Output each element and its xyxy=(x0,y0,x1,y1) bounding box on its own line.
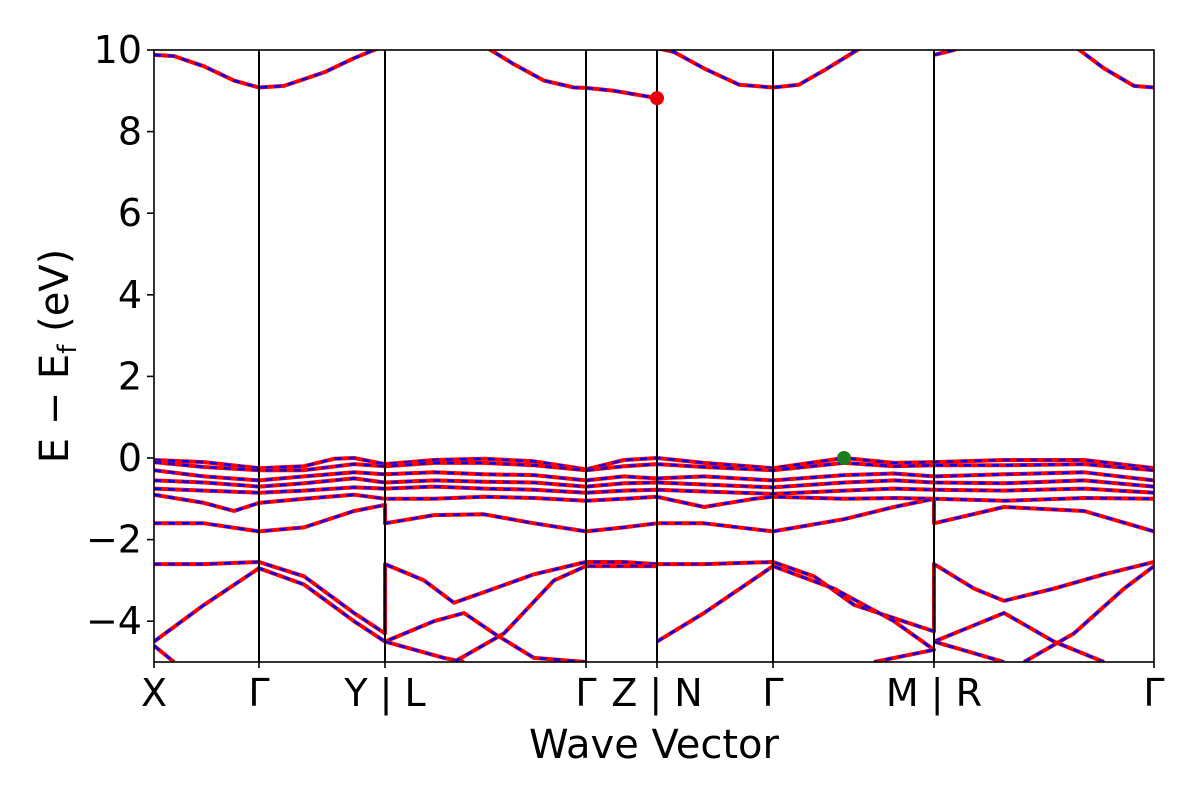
y-axis-label: E − Ef (eV) xyxy=(32,249,83,464)
x-tick-label-1: Γ xyxy=(248,671,269,715)
band-v4-overlay xyxy=(154,477,1154,489)
band-v9-overlay xyxy=(154,566,587,662)
bands-layer xyxy=(154,50,1154,662)
band-c3-overlay xyxy=(660,50,860,89)
band-c1-overlay xyxy=(154,50,378,89)
x-tick-label-3: Γ xyxy=(575,671,596,715)
band-v5-overlay xyxy=(154,485,1154,496)
x-tick-label-5: Γ xyxy=(762,671,783,715)
x-tick-label-2: Y | L xyxy=(343,671,425,716)
band-v7 xyxy=(154,496,1154,534)
y-tick-label-2: 0 xyxy=(118,436,142,480)
x-tick-label-6: M | R xyxy=(886,671,982,716)
y-tick-label-0: −4 xyxy=(86,599,142,643)
y-axis-label-subscript: f xyxy=(53,344,83,354)
y-tick-label-7: 10 xyxy=(94,28,142,72)
marker-cbm xyxy=(650,91,664,106)
band-v12 xyxy=(655,564,936,662)
band-v16-overlay xyxy=(154,644,175,662)
x-tick-label-0: X xyxy=(141,671,167,715)
band-v6-overlay xyxy=(154,493,1154,513)
band-c3 xyxy=(656,50,862,90)
y-tick-label-1: −2 xyxy=(86,518,142,562)
y-tick-label-6: 8 xyxy=(118,110,142,154)
y-tick-label-5: 6 xyxy=(118,191,142,235)
band-c4-overlay xyxy=(933,50,958,57)
band-c5-overlay xyxy=(1077,50,1154,89)
band-v8-overlay xyxy=(154,560,1154,636)
band-c2-overlay xyxy=(488,50,658,100)
markers-layer xyxy=(650,91,851,465)
band-v3-overlay xyxy=(154,468,1154,482)
marker-vbm xyxy=(837,451,851,465)
plot-frame xyxy=(153,49,1155,663)
y-tick-label-4: 4 xyxy=(118,273,142,317)
band-v10 xyxy=(384,639,465,662)
kpath-lines-layer xyxy=(258,50,935,662)
band-v11-overlay xyxy=(453,564,657,662)
band-v14-overlay xyxy=(933,640,1005,662)
x-tick-label-7: Γ xyxy=(1143,671,1164,715)
band-v13 xyxy=(933,611,1105,662)
band-v13-overlay xyxy=(933,611,1105,662)
band-v5 xyxy=(154,484,1154,496)
y-axis-label-main: E − E xyxy=(32,354,78,464)
band-c2 xyxy=(486,50,658,101)
band-v8 xyxy=(154,560,1154,636)
x-tick-label-4: Z | N xyxy=(611,671,702,716)
band-v2-overlay xyxy=(154,460,1154,472)
band-c5 xyxy=(1076,50,1154,90)
x-axis-label: Wave Vector xyxy=(529,722,780,768)
x-axis-ticks: X Γ Y | L Γ Z | N Γ M | R Γ xyxy=(141,662,1165,716)
band-v15-overlay xyxy=(1023,565,1154,662)
band-c1 xyxy=(154,50,380,90)
y-tick-label-3: 2 xyxy=(118,354,142,398)
y-axis-label-unit: (eV) xyxy=(32,249,78,345)
y-axis-ticks: −4 −2 0 2 4 6 8 10 xyxy=(86,28,154,643)
